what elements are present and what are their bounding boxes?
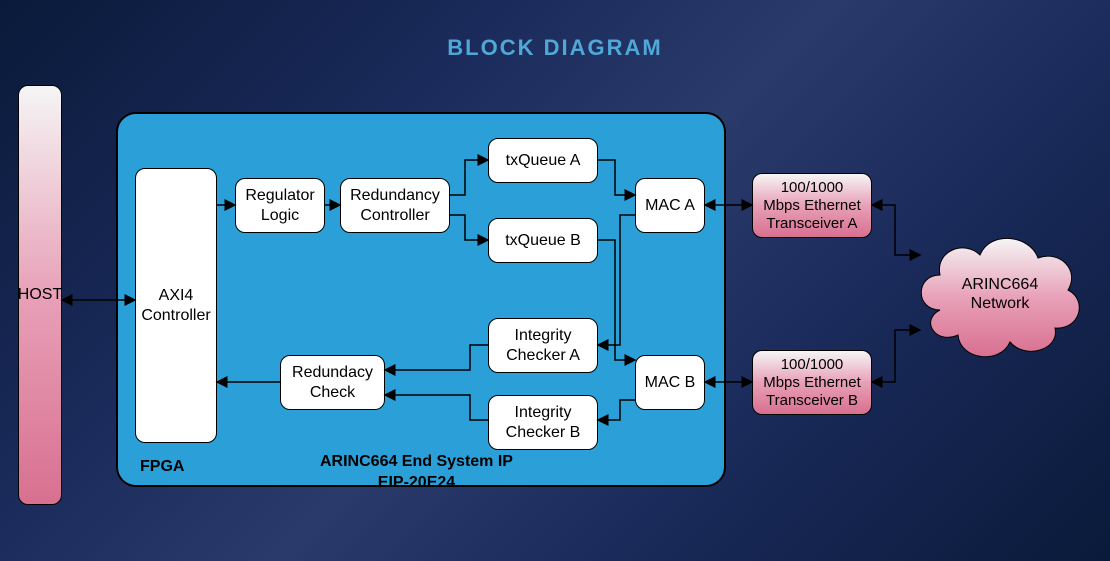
- redundancy-controller-block: RedundancyController: [340, 178, 450, 233]
- transceiver-b-block: 100/1000Mbps EthernetTransceiver B: [752, 350, 872, 415]
- txqueue-b-block: txQueue B: [488, 218, 598, 263]
- diagram-title: BLOCK DIAGRAM: [447, 35, 662, 61]
- integrity-checker-b-block: IntegrityChecker B: [488, 395, 598, 450]
- ip-label-line2: EIP-20E24: [378, 474, 455, 491]
- mac-b-block: MAC B: [635, 355, 705, 410]
- network-cloud-label: ARINC664Network: [945, 275, 1055, 313]
- axi4-controller-block: AXI4Controller: [135, 168, 217, 443]
- redundancy-check-block: RedundacyCheck: [280, 355, 385, 410]
- ip-label: ARINC664 End System IP EIP-20E24: [320, 452, 513, 494]
- mac-a-block: MAC A: [635, 178, 705, 233]
- fpga-label: FPGA: [140, 458, 184, 476]
- ip-label-line1: ARINC664 End System IP: [320, 453, 513, 470]
- regulator-logic-block: RegulatorLogic: [235, 178, 325, 233]
- integrity-checker-a-block: IntegrityChecker A: [488, 318, 598, 373]
- transceiver-a-block: 100/1000Mbps EthernetTransceiver A: [752, 173, 872, 238]
- host-block: HOST: [18, 85, 62, 505]
- txqueue-a-block: txQueue A: [488, 138, 598, 183]
